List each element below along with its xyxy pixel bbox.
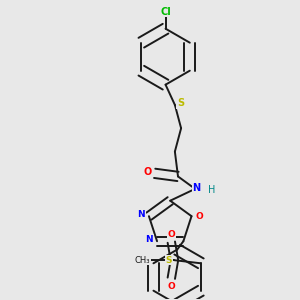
Text: N: N bbox=[193, 183, 201, 193]
Text: CH₃: CH₃ bbox=[135, 256, 150, 265]
Text: H: H bbox=[208, 184, 215, 194]
Text: S: S bbox=[166, 256, 172, 265]
Text: O: O bbox=[144, 167, 152, 177]
Text: N: N bbox=[137, 210, 145, 219]
Text: Cl: Cl bbox=[160, 7, 171, 16]
Text: N: N bbox=[146, 235, 153, 244]
Text: O: O bbox=[195, 212, 203, 221]
Text: O: O bbox=[167, 281, 175, 290]
Text: S: S bbox=[177, 98, 184, 108]
Text: O: O bbox=[167, 230, 175, 239]
